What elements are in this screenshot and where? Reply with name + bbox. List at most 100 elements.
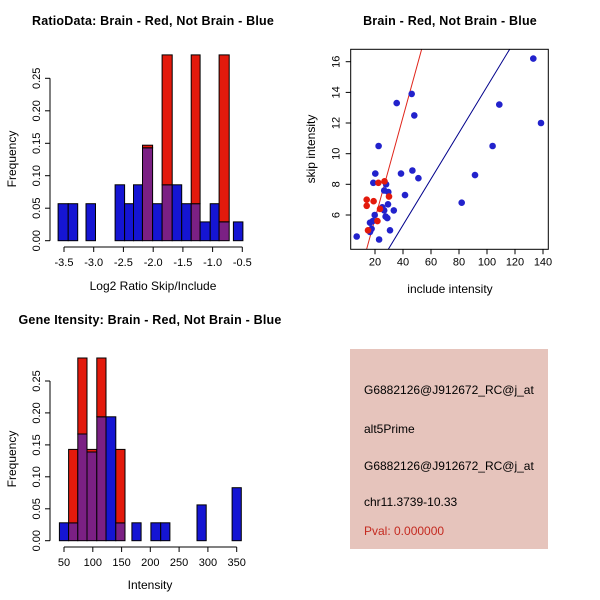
x-tick-label: 120 bbox=[506, 256, 524, 268]
hist-bar-overlap bbox=[142, 147, 154, 242]
scatter-point-red bbox=[385, 193, 393, 200]
hist-bar-blue bbox=[199, 221, 211, 242]
hist-bar-blue bbox=[131, 522, 142, 542]
hist-bar-blue bbox=[150, 522, 162, 542]
x-tick-label: -3.0 bbox=[84, 257, 103, 269]
hist-bar-blue bbox=[105, 416, 117, 542]
hist-bar-red bbox=[86, 448, 98, 453]
hist-bar-overlap bbox=[96, 416, 107, 542]
gene-y-axis-label: Frequency bbox=[5, 430, 19, 488]
hist-bar-red bbox=[68, 448, 79, 524]
hist-bar-overlap bbox=[77, 433, 88, 542]
hist-bar-blue bbox=[160, 522, 171, 542]
hist-bar-red bbox=[161, 54, 173, 186]
x-tick-label: 80 bbox=[453, 256, 465, 268]
hist-bar-blue bbox=[114, 184, 126, 242]
intensity-scatter: 20 40 60 80 100 120 140 6 8 10 12 14 16 bbox=[331, 48, 552, 268]
x-tick-label: 50 bbox=[58, 557, 70, 569]
y-tick-label: 0.15 bbox=[31, 133, 43, 154]
scatter-point-blue bbox=[471, 171, 479, 179]
scatter-point-blue bbox=[537, 119, 545, 127]
hist-bar-overlap bbox=[68, 522, 79, 542]
y-tick-label: 16 bbox=[331, 56, 343, 68]
gene-intensity-histogram: 0.00 0.05 0.10 0.15 0.20 0.25 50 100 150 200 250 30… bbox=[31, 357, 246, 569]
scatter-point-blue bbox=[393, 99, 400, 107]
hist-bar-overlap bbox=[161, 184, 173, 242]
y-tick-label: 0.10 bbox=[31, 466, 43, 487]
x-tick-label: 40 bbox=[397, 256, 409, 268]
y-tick-label: 0.15 bbox=[31, 434, 43, 455]
plot-box bbox=[350, 48, 549, 250]
hist-bar-blue bbox=[232, 221, 244, 242]
hist-bar-overlap bbox=[190, 203, 201, 242]
ratio-histogram: 0.00 0.05 0.10 0.15 0.20 0.25 -3.5 -3.0 -2.5 -2.0… bbox=[31, 54, 252, 269]
x-tick-label: 200 bbox=[141, 557, 159, 569]
scatter-point-red bbox=[363, 202, 370, 210]
ratio-x-axis-label: Log2 Ratio Skip/Include bbox=[89, 279, 217, 293]
y-tick-label: 0.00 bbox=[31, 530, 43, 551]
pval-line: Pval: 0.000000 bbox=[364, 524, 445, 538]
x-tick-label: -2.0 bbox=[144, 257, 163, 269]
gene-histogram-title: Gene Itensity: Brain - Red, Not Brain - … bbox=[18, 313, 282, 327]
scatter-point-red bbox=[381, 178, 388, 185]
hist-bar-red bbox=[218, 54, 230, 223]
hist-bar-blue bbox=[58, 522, 70, 542]
hist-bar-blue bbox=[67, 203, 79, 242]
scatter-point-blue bbox=[366, 219, 374, 226]
x-tick-label: 100 bbox=[478, 256, 496, 268]
y-tick-label: 12 bbox=[331, 117, 343, 129]
scatter-point-blue bbox=[530, 55, 537, 62]
scatter-title: Brain - Red, Not Brain - Blue bbox=[363, 14, 537, 28]
hist-bar-blue bbox=[85, 203, 96, 242]
hist-bar-red bbox=[96, 357, 107, 418]
scatter-point-red bbox=[375, 179, 382, 187]
scatter-point-blue bbox=[401, 191, 409, 199]
y-tick-label: 0.00 bbox=[31, 230, 43, 251]
scatter-point-blue bbox=[382, 213, 389, 220]
scatter-point-red bbox=[370, 197, 377, 205]
y-tick-label: 0.20 bbox=[31, 100, 43, 121]
scatter-point-blue bbox=[496, 101, 503, 108]
scatter-y-axis-label: skip intensity bbox=[304, 114, 318, 184]
scatter-point-blue bbox=[408, 90, 415, 98]
x-tick-label: 60 bbox=[425, 256, 437, 268]
y-tick-label: 0.05 bbox=[31, 498, 43, 519]
hist-bar-blue bbox=[209, 203, 220, 242]
scatter-point-blue bbox=[458, 199, 465, 206]
hist-bar-blue bbox=[57, 203, 69, 242]
scatter-point-blue bbox=[384, 201, 392, 208]
scatter-point-red bbox=[363, 196, 370, 203]
scatter-point-blue bbox=[409, 167, 416, 174]
scatter-point-blue bbox=[411, 112, 418, 119]
gene-info-panel: G6882126@J912672_RC@j_at alt5Prime G6882… bbox=[350, 349, 548, 549]
y-tick-label: 0.25 bbox=[31, 370, 43, 391]
x-tick-label: -3.5 bbox=[55, 257, 74, 269]
scatter-point-blue bbox=[370, 179, 377, 187]
y-tick-label: 0.20 bbox=[31, 402, 43, 423]
splice-type-line: alt5Prime bbox=[364, 422, 415, 436]
ratio-histogram-title: RatioData: Brain - Red, Not Brain - Blue bbox=[31, 14, 275, 28]
probe-id-line-1: G6882126@J912672_RC@j_at bbox=[364, 383, 534, 397]
ratio-y-axis-label: Frequency bbox=[5, 130, 19, 188]
hist-bar-overlap bbox=[218, 221, 230, 242]
hist-bar-blue bbox=[133, 184, 143, 242]
x-tick-label: -1.0 bbox=[203, 257, 222, 269]
hist-bar-blue bbox=[181, 203, 192, 242]
y-tick-label: 6 bbox=[331, 212, 343, 218]
scatter-x-axis-label: include intensity bbox=[407, 282, 493, 296]
hist-bar-blue bbox=[124, 203, 134, 242]
scatter-point-red bbox=[374, 217, 381, 225]
scatter-point-blue bbox=[375, 236, 383, 243]
y-tick-label: 14 bbox=[331, 86, 343, 98]
hist-bar-red bbox=[115, 448, 126, 524]
x-tick-label: 150 bbox=[112, 557, 130, 569]
hist-bar-red bbox=[142, 144, 154, 149]
y-tick-label: 0.25 bbox=[31, 68, 43, 89]
hist-bar-red bbox=[77, 357, 88, 435]
x-tick-label: -2.5 bbox=[114, 257, 133, 269]
scatter-point-blue bbox=[397, 170, 405, 177]
hist-bar-overlap bbox=[115, 522, 126, 542]
x-tick-label: -0.5 bbox=[233, 257, 252, 269]
x-tick-label: -1.5 bbox=[173, 257, 192, 269]
